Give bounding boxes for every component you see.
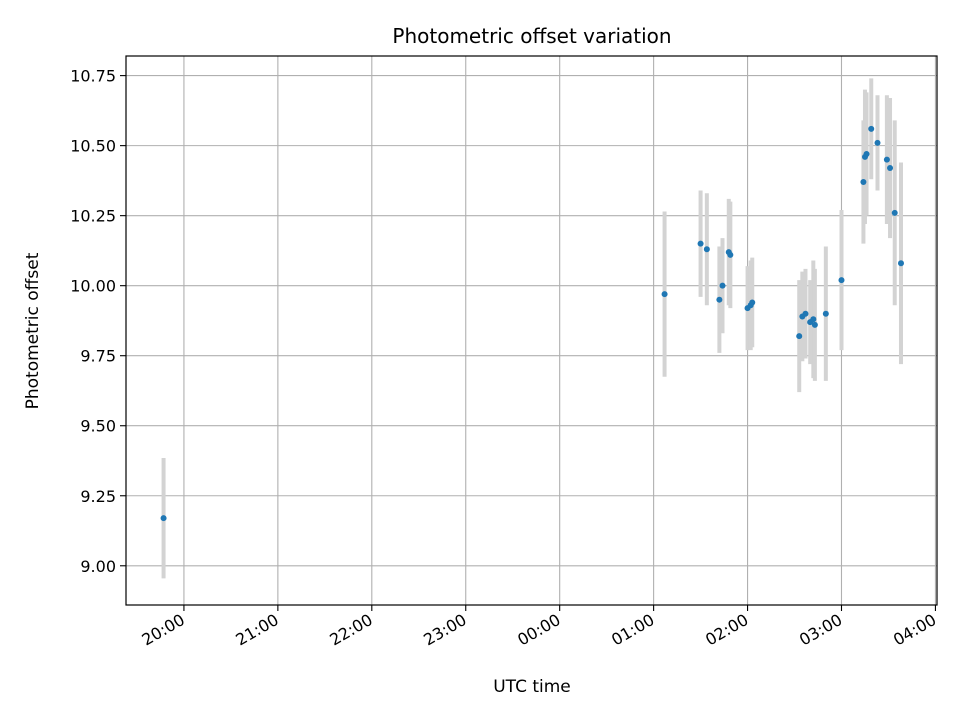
data-point [719,282,726,289]
data-points [160,125,904,522]
y-axis-label: Photometric offset [23,252,43,409]
chart-title: Photometric offset variation [392,24,671,48]
y-tick-label: 10.75 [70,67,116,86]
data-point [749,299,756,306]
data-point [822,310,829,317]
y-axis: 9.00 9.25 9.50 9.75 10.00 10.25 10.50 10.75 [70,67,126,576]
y-tick-label: 10.25 [70,207,116,226]
y-tick-label: 10.00 [70,277,116,296]
data-point [160,515,167,522]
data-point [860,179,867,186]
y-tick-label: 9.00 [80,557,116,576]
data-point [838,277,845,284]
data-point [796,333,803,340]
y-tick-label: 9.50 [80,417,116,436]
data-point [810,316,817,323]
data-point [697,240,704,247]
grid-lines [126,56,937,605]
data-point [868,125,875,132]
data-point [874,139,881,146]
data-point [887,165,894,172]
x-axis-label: UTC time [493,677,571,697]
y-tick-label: 9.25 [80,487,116,506]
data-point [727,251,734,258]
y-tick-label: 9.75 [80,347,116,366]
plot-frame [125,55,938,606]
data-point [716,296,723,303]
data-point [811,321,818,328]
data-point [802,310,809,317]
data-point [863,151,870,158]
data-point [703,246,710,253]
data-point [897,260,904,267]
data-point [883,156,890,163]
y-tick-label: 10.50 [70,137,116,156]
data-point [891,209,898,216]
data-point [661,291,668,298]
